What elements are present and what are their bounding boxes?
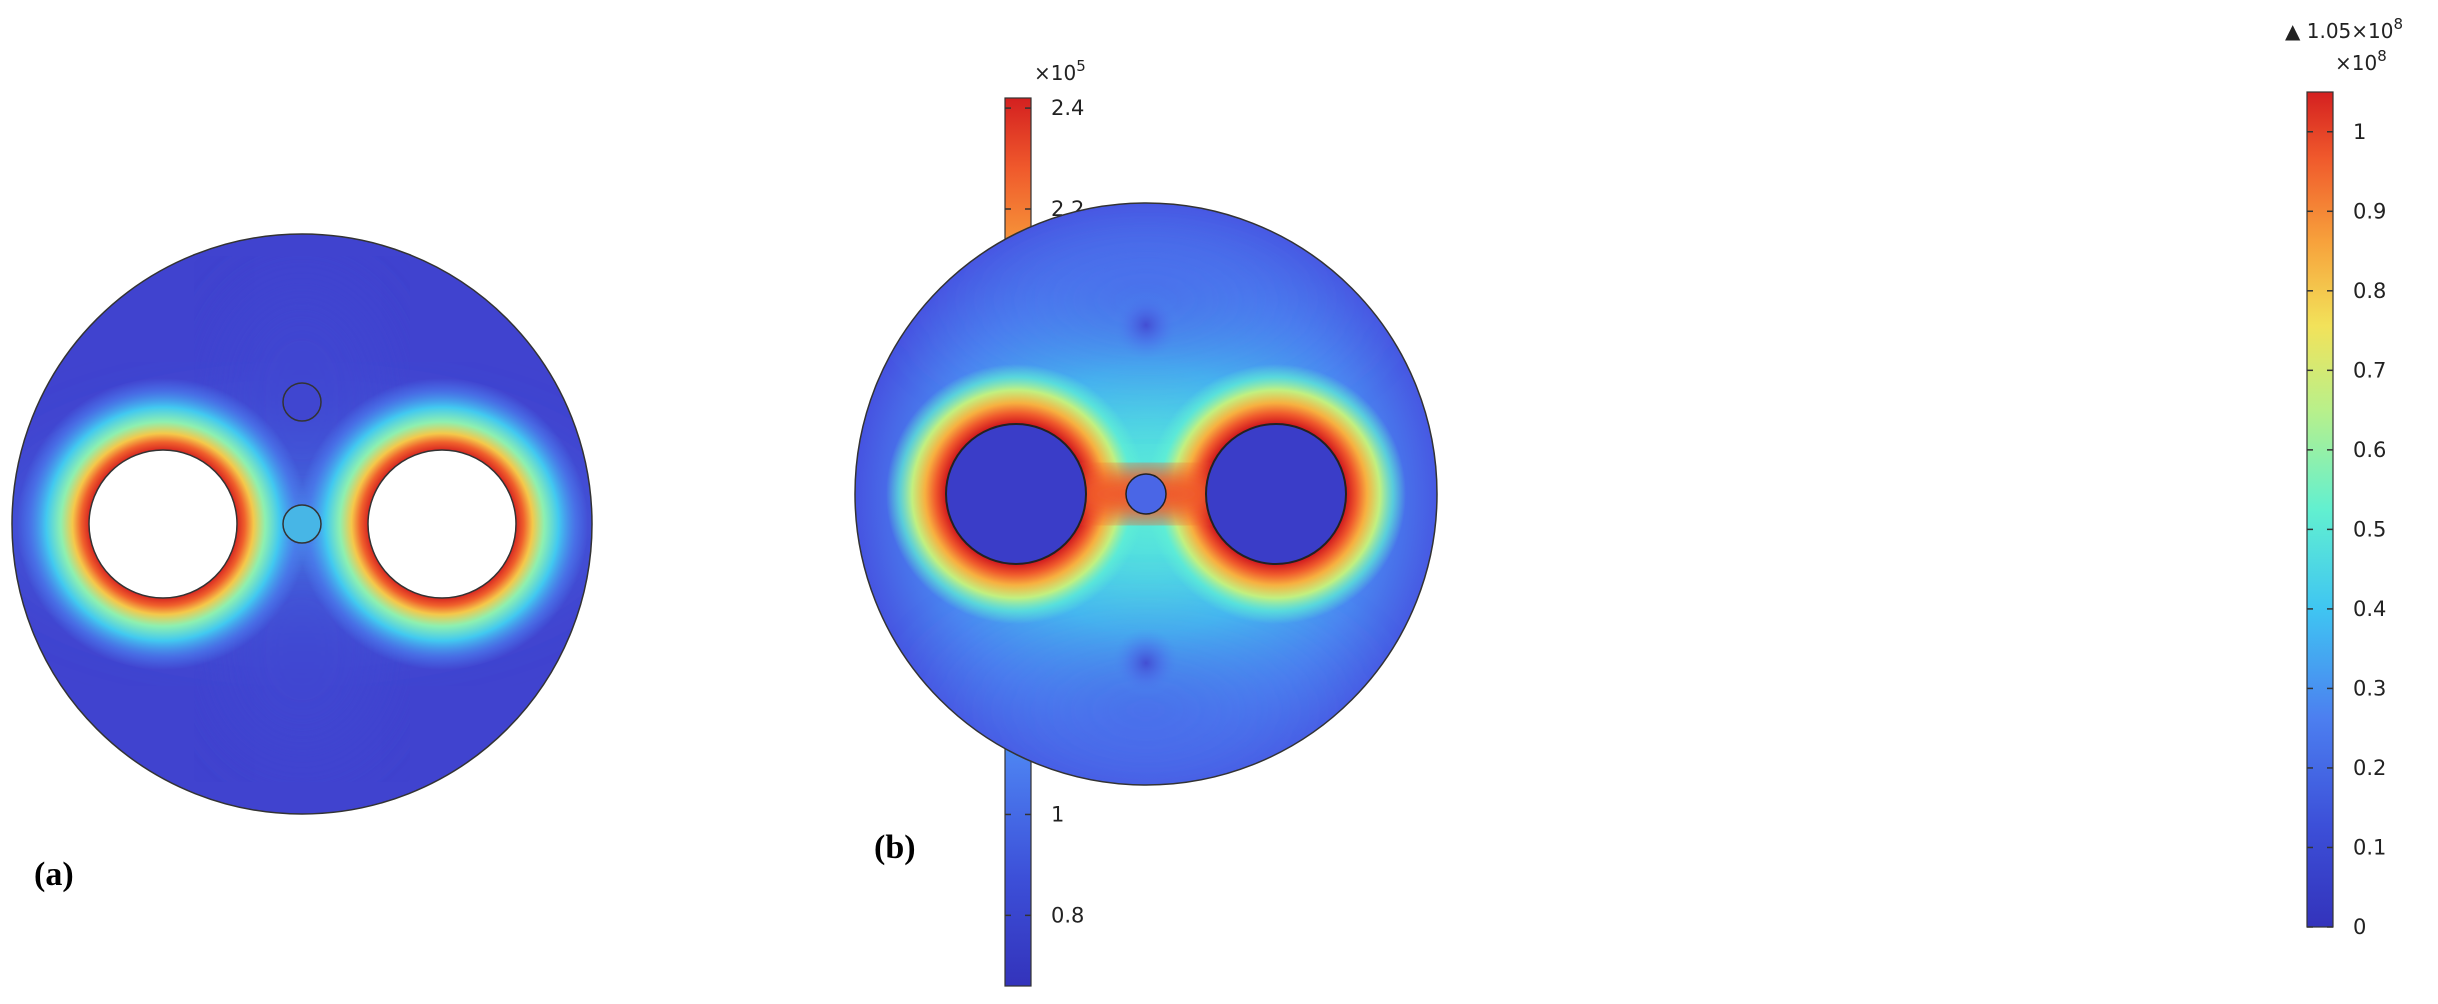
panel-b-tick-label: 0.9 — [2353, 199, 2386, 223]
panel-b-tick-label: 0.5 — [2353, 517, 2386, 541]
panel-b-tick-label: 0.1 — [2353, 835, 2386, 859]
panel-a-small-circle-top — [282, 382, 322, 422]
panel-b-tick-label: 0.7 — [2353, 358, 2386, 382]
panel-b-tick-label: 0.3 — [2353, 676, 2386, 700]
panel-b-colorbar-max-marker: ▲ 1.05×108 — [2285, 15, 2403, 43]
panel-b-colorbar-ticks: 1 0.9 0.8 0.7 0.6 0.5 0.4 0.3 0.2 0.1 0 — [2307, 120, 2386, 939]
panel-a: (a) ×105 2.42.221.81.61.41.210.8 — [11, 57, 1086, 987]
panel-b-tick-label: 0.2 — [2353, 756, 2386, 780]
panel-a-small-circle-bottom — [282, 504, 322, 544]
panel-b-label: (b) — [874, 829, 916, 866]
panel-b-left-conductor — [945, 423, 1087, 565]
panel-b-tick-label: 0.8 — [2353, 279, 2386, 303]
panel-a-tick-label: 2.4 — [1051, 96, 1084, 120]
panel-b-center-circle — [1125, 473, 1167, 515]
panel-b-colorbar-bar — [2306, 91, 2334, 928]
panel-a-right-hole — [367, 449, 517, 599]
panel-b-right-conductor — [1205, 423, 1347, 565]
panel-a-tick-label: 1 — [1051, 802, 1064, 826]
panel-b-tick-label: 1 — [2353, 120, 2366, 144]
panel-a-colorbar-exponent: ×105 — [1034, 57, 1086, 85]
panel-b-outer-boundary — [854, 202, 1438, 786]
panel-b-max-marker-power: 8 — [2393, 15, 2403, 33]
panel-b-exponent-power: 8 — [2377, 47, 2387, 65]
panel-a-tick-label: 0.8 — [1051, 903, 1084, 927]
panel-a-left-hole — [88, 449, 238, 599]
panel-b-colorbar-exponent: ×108 — [2335, 47, 2387, 75]
panel-b-tick-label: 0 — [2353, 915, 2366, 939]
panel-a-exponent-power: 5 — [1076, 57, 1086, 75]
panel-b: (b) — [854, 202, 1438, 866]
panel-a-label: (a) — [34, 856, 74, 893]
panel-b-tick-label: 0.4 — [2353, 597, 2386, 621]
panel-b-tick-label: 0.6 — [2353, 438, 2386, 462]
panel-b-colorbar: ▲ 1.05×108 ×108 1 0.9 0.8 0.7 0.6 0.5 0.4 0.3 0.… — [2285, 15, 2403, 939]
panel-a-outer-boundary — [11, 233, 593, 815]
